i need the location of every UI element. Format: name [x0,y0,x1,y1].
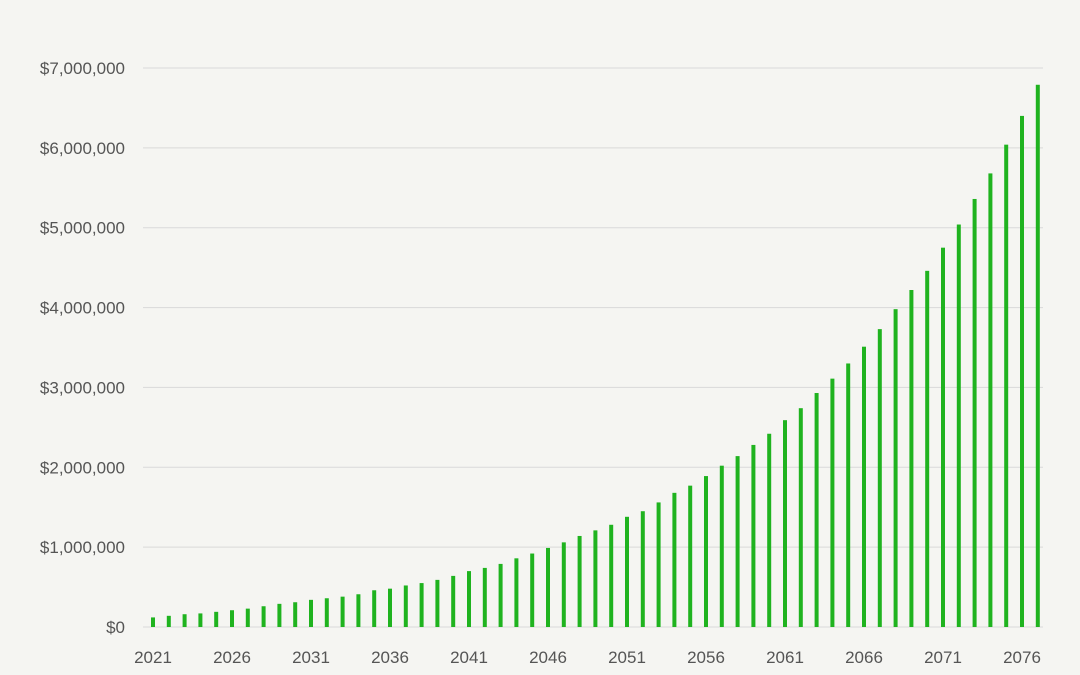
bar-2025 [214,611,219,627]
bar-2022 [166,615,171,627]
bars [151,84,1040,627]
x-tick-label: 2076 [1003,648,1041,667]
bar-2074 [988,173,993,627]
bar-2043 [498,563,503,627]
bar-2066 [862,346,866,627]
bar-2060 [767,433,772,627]
bar-2034 [356,594,361,627]
bar-2033 [340,596,345,627]
bar-2076 [1020,115,1024,627]
x-tick-label: 2051 [608,648,646,667]
bar-2040 [451,575,456,627]
bar-2046 [546,547,550,627]
bar-2054 [672,492,677,627]
y-tick-label: $6,000,000 [40,139,125,158]
bar-2030 [293,602,298,627]
bar-2075 [1004,144,1009,627]
bar-2038 [419,583,424,627]
bar-2041 [467,571,471,627]
x-axis-ticks: 2021 2026 2031 2036 2041 2046 2051 2056 2061 2066… [134,648,1041,667]
bar-2035 [372,590,377,627]
y-tick-label: $7,000,000 [40,59,125,78]
y-tick-label: $2,000,000 [40,458,125,477]
bar-2073 [972,198,977,627]
bar-2072 [956,224,961,627]
bar-2031 [309,599,313,627]
bar-2037 [403,585,408,627]
bar-2051 [625,516,629,627]
bar-2028 [261,606,266,627]
bar-2053 [656,502,661,627]
bar-2056 [704,476,708,627]
bar-2050 [609,524,614,627]
x-tick-label: 2041 [450,648,488,667]
bar-2062 [798,408,803,627]
bar-2064 [830,378,835,627]
bar-2059 [751,444,756,627]
x-tick-label: 2026 [213,648,251,667]
y-tick-label: $0 [106,618,125,637]
bar-2039 [435,579,440,627]
bar-2068 [893,309,898,627]
bar-2061 [783,420,787,627]
bar-2055 [688,485,693,627]
bar-2052 [640,511,645,627]
x-tick-label: 2021 [134,648,172,667]
bar-2045 [530,553,535,627]
bar-2071 [941,247,945,627]
x-tick-label: 2071 [924,648,962,667]
x-tick-label: 2031 [292,648,330,667]
y-tick-label: $1,000,000 [40,538,125,557]
bar-2069 [909,290,914,627]
bar-2036 [388,588,392,627]
bar-2032 [324,598,329,627]
bar-2026 [230,610,234,627]
bar-2027 [245,608,250,627]
bar-2029 [277,603,282,627]
x-tick-label: 2066 [845,648,883,667]
bar-2065 [846,363,851,627]
bar-2058 [735,456,740,627]
x-tick-label: 2061 [766,648,804,667]
bar-2070 [925,270,930,627]
y-tick-label: $3,000,000 [40,378,125,397]
x-tick-label: 2046 [529,648,567,667]
bar-2049 [593,530,598,627]
bar-2063 [814,393,819,627]
bar-2021 [151,617,155,627]
bar-2067 [877,329,882,627]
bar-2047 [561,542,566,627]
y-axis-ticks: $0 $1,000,000 $2,000,000 $3,000,000 $4,000,0… [40,59,125,637]
x-tick-label: 2036 [371,648,409,667]
bar-2042 [482,567,487,627]
y-tick-label: $5,000,000 [40,219,125,238]
gridlines [143,67,1043,628]
bar-2077 [1035,84,1040,627]
bar-2048 [577,535,582,627]
bar-2044 [514,558,519,627]
y-tick-label: $4,000,000 [40,299,125,318]
bar-2023 [182,614,187,627]
x-tick-label: 2056 [687,648,725,667]
bar-2024 [198,613,203,627]
bar-2057 [719,465,724,627]
